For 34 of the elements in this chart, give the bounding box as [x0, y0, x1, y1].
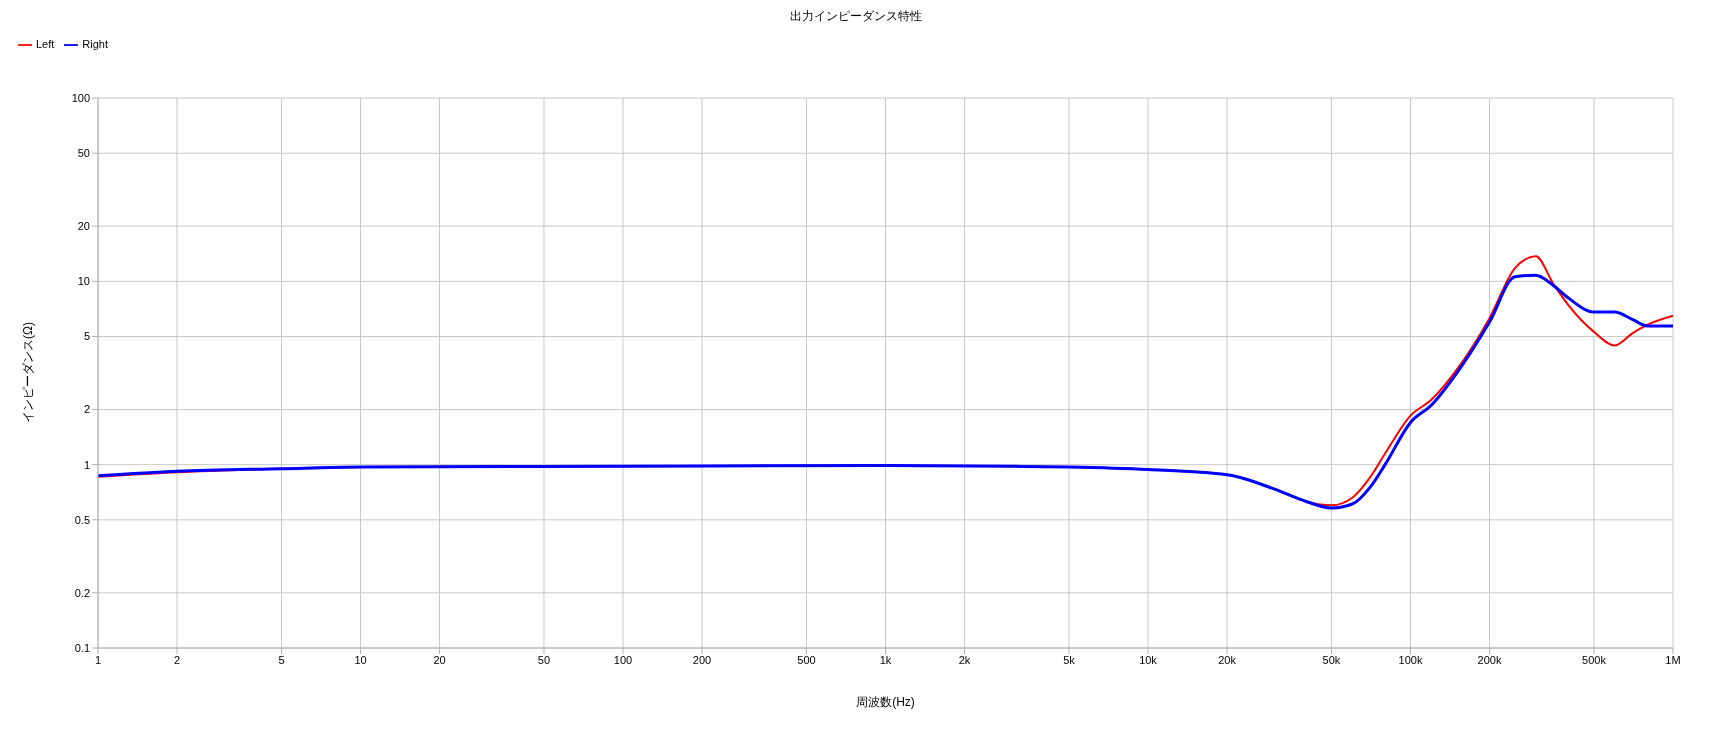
- y-tick-label: 20: [77, 220, 90, 233]
- x-tick-label: 2k: [958, 653, 971, 666]
- y-tick-label: 5: [83, 330, 90, 343]
- x-tick-label: 1M: [1665, 653, 1681, 666]
- y-axis-title: インピーダンス(Ω): [21, 322, 36, 423]
- x-tick-label: 5k: [1063, 653, 1076, 666]
- x-tick-label: 50: [537, 653, 551, 666]
- x-tick-label: 2: [173, 653, 181, 666]
- x-tick-label: 200k: [1477, 653, 1502, 666]
- y-tick-label: 2: [83, 403, 90, 416]
- x-tick-label: 500: [797, 653, 816, 666]
- legend-label: Right: [82, 38, 109, 50]
- y-tick-label: 0.2: [74, 586, 90, 599]
- y-tick-label: 100: [71, 91, 90, 104]
- x-tick-label: 10k: [1139, 653, 1158, 666]
- legend-label: Left: [36, 38, 55, 50]
- x-tick-label: 100: [613, 653, 633, 666]
- x-tick-label: 1: [94, 653, 102, 666]
- x-tick-label: 20k: [1218, 653, 1237, 666]
- y-tick-label: 0.1: [74, 641, 90, 654]
- y-tick-label: 50: [77, 147, 90, 160]
- chart-title: 出力インピーダンス特性: [788, 8, 923, 25]
- x-tick-label: 50k: [1322, 653, 1341, 666]
- x-tick-label: 1k: [879, 653, 892, 666]
- x-axis-title: 周波数(Hz): [856, 695, 915, 709]
- x-tick-label: 100k: [1398, 653, 1423, 666]
- x-tick-label: 500k: [1582, 653, 1607, 666]
- x-tick-label: 20: [433, 653, 446, 666]
- y-tick-label: 1: [83, 458, 90, 471]
- x-tick-label: 5: [278, 653, 285, 666]
- x-tick-label: 10: [354, 653, 367, 666]
- y-tick-label: 0.5: [74, 513, 90, 526]
- x-tick-label: 200: [692, 653, 712, 666]
- y-tick-label: 10: [77, 275, 90, 288]
